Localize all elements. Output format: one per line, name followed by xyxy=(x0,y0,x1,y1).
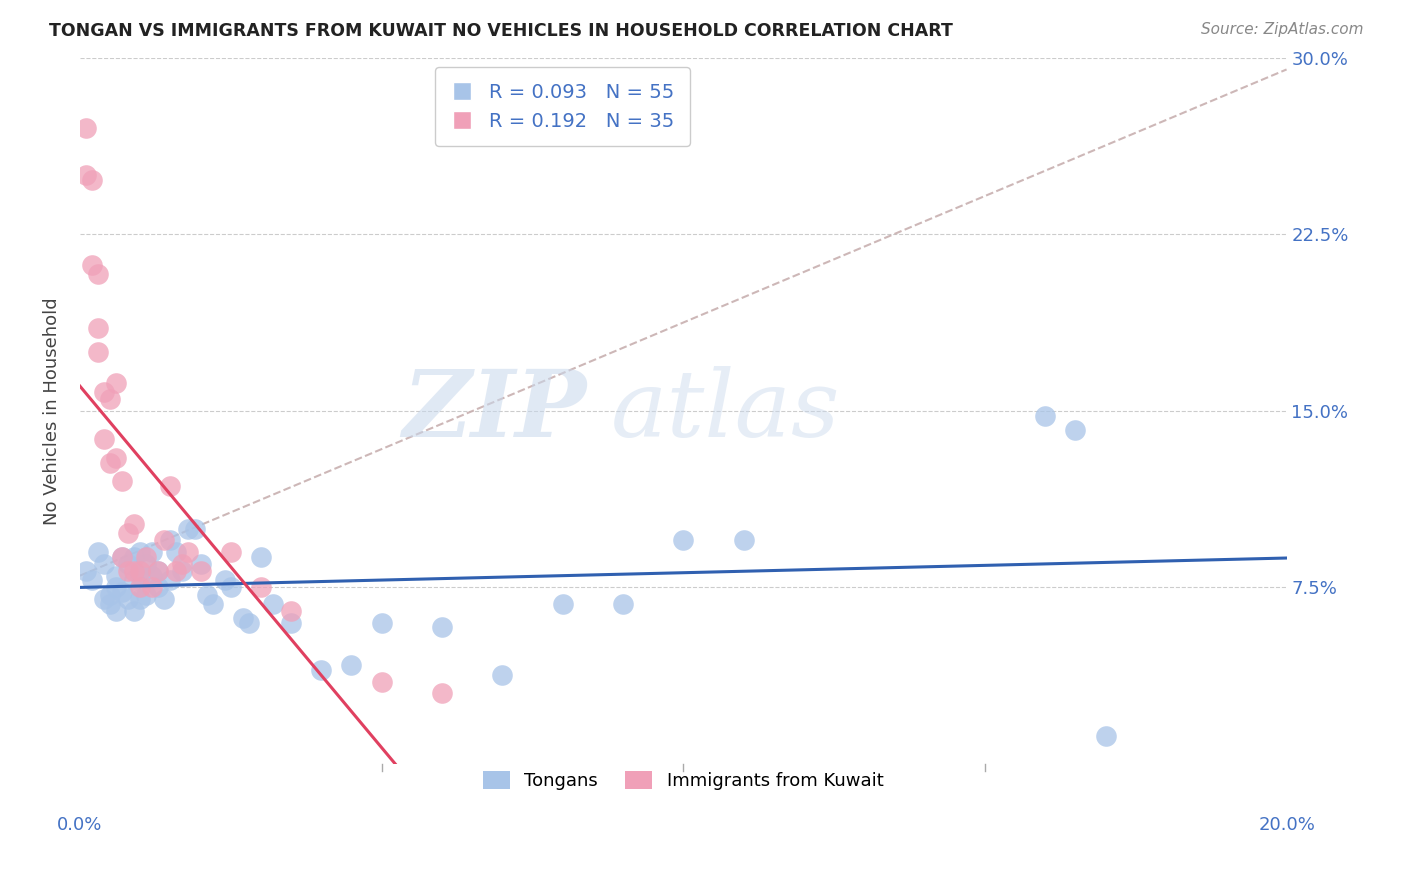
Point xyxy=(87,268,110,282)
Point xyxy=(105,376,128,390)
Point xyxy=(117,557,139,571)
Point xyxy=(430,686,453,700)
Point xyxy=(129,564,152,578)
Point xyxy=(93,432,115,446)
Point xyxy=(129,545,152,559)
Point xyxy=(105,604,128,618)
Point xyxy=(117,564,139,578)
Point xyxy=(93,384,115,399)
Point xyxy=(93,557,115,571)
Point xyxy=(87,545,110,559)
Point xyxy=(122,574,145,588)
Point xyxy=(219,581,242,595)
Point xyxy=(98,587,121,601)
Point xyxy=(153,533,176,548)
Point xyxy=(148,581,170,595)
Point xyxy=(1094,729,1116,743)
Point xyxy=(551,597,574,611)
Point xyxy=(129,592,152,607)
Text: 0.0%: 0.0% xyxy=(58,816,103,834)
Point xyxy=(153,592,176,607)
Point xyxy=(122,549,145,564)
Point xyxy=(111,549,134,564)
Point xyxy=(148,564,170,578)
Point xyxy=(122,564,145,578)
Point xyxy=(129,568,152,582)
Point xyxy=(1033,409,1056,423)
Point xyxy=(75,564,97,578)
Point xyxy=(250,549,273,564)
Point xyxy=(80,173,103,187)
Point xyxy=(98,392,121,406)
Point xyxy=(75,169,97,183)
Point xyxy=(190,564,212,578)
Point xyxy=(733,533,755,548)
Point xyxy=(172,564,194,578)
Point xyxy=(232,611,254,625)
Point xyxy=(87,321,110,335)
Point xyxy=(201,597,224,611)
Point xyxy=(105,450,128,465)
Point xyxy=(135,587,157,601)
Point xyxy=(280,615,302,630)
Point xyxy=(370,615,392,630)
Point xyxy=(141,545,163,559)
Legend: Tongans, Immigrants from Kuwait: Tongans, Immigrants from Kuwait xyxy=(475,764,891,797)
Point xyxy=(214,574,236,588)
Point xyxy=(165,564,187,578)
Point xyxy=(165,545,187,559)
Point xyxy=(87,345,110,359)
Point xyxy=(195,587,218,601)
Point xyxy=(148,564,170,578)
Point xyxy=(238,615,260,630)
Point xyxy=(117,526,139,541)
Point xyxy=(105,568,128,582)
Point xyxy=(1064,423,1087,437)
Point xyxy=(159,574,181,588)
Point xyxy=(159,533,181,548)
Point xyxy=(135,557,157,571)
Point xyxy=(98,456,121,470)
Point xyxy=(80,258,103,272)
Text: ZIP: ZIP xyxy=(402,366,586,456)
Point xyxy=(93,592,115,607)
Point xyxy=(262,597,284,611)
Point xyxy=(612,597,634,611)
Point xyxy=(250,581,273,595)
Text: 20.0%: 20.0% xyxy=(1258,816,1315,834)
Y-axis label: No Vehicles in Household: No Vehicles in Household xyxy=(44,297,60,524)
Point xyxy=(117,592,139,607)
Point xyxy=(141,581,163,595)
Point xyxy=(111,549,134,564)
Point xyxy=(190,557,212,571)
Point xyxy=(370,674,392,689)
Point xyxy=(129,581,152,595)
Point xyxy=(105,581,128,595)
Point xyxy=(111,475,134,489)
Point xyxy=(491,667,513,681)
Text: TONGAN VS IMMIGRANTS FROM KUWAIT NO VEHICLES IN HOUSEHOLD CORRELATION CHART: TONGAN VS IMMIGRANTS FROM KUWAIT NO VEHI… xyxy=(49,22,953,40)
Point xyxy=(122,604,145,618)
Point xyxy=(177,522,200,536)
Point xyxy=(177,545,200,559)
Point xyxy=(183,522,205,536)
Point xyxy=(672,533,695,548)
Point xyxy=(75,121,97,136)
Point xyxy=(141,568,163,582)
Point xyxy=(280,604,302,618)
Text: atlas: atlas xyxy=(610,366,841,456)
Point xyxy=(98,597,121,611)
Point xyxy=(219,545,242,559)
Point xyxy=(135,549,157,564)
Point xyxy=(430,620,453,634)
Text: Source: ZipAtlas.com: Source: ZipAtlas.com xyxy=(1201,22,1364,37)
Point xyxy=(111,585,134,599)
Point xyxy=(309,663,332,677)
Point xyxy=(172,557,194,571)
Point xyxy=(122,516,145,531)
Point xyxy=(159,479,181,493)
Point xyxy=(340,658,363,673)
Point xyxy=(80,574,103,588)
